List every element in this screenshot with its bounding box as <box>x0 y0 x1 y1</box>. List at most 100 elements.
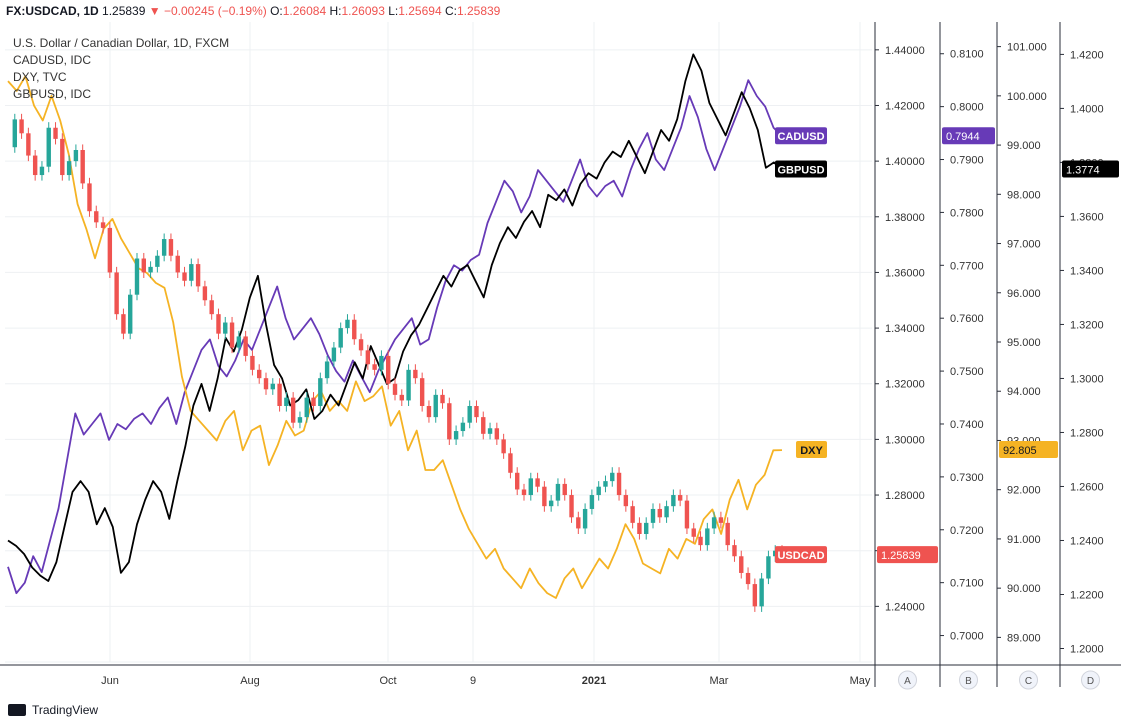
candle-body[interactable] <box>32 155 38 176</box>
candle-body[interactable] <box>358 339 364 351</box>
candle-body[interactable] <box>304 397 309 418</box>
candle-body[interactable] <box>175 255 180 273</box>
candle-body[interactable] <box>161 239 167 256</box>
candle-body[interactable] <box>352 319 357 340</box>
candle-body[interactable] <box>338 328 343 348</box>
candle-body[interactable] <box>107 227 113 273</box>
candle-body[interactable] <box>141 258 146 273</box>
candle-body[interactable] <box>691 528 696 537</box>
candle-body[interactable] <box>419 378 425 406</box>
candle-body[interactable] <box>80 150 85 184</box>
footer-brand[interactable]: TradingView <box>8 703 98 717</box>
candle-body[interactable] <box>392 383 398 395</box>
candle-body[interactable] <box>114 272 119 315</box>
candle-body[interactable] <box>290 397 296 423</box>
candle-body[interactable] <box>460 422 466 432</box>
candle-body[interactable] <box>297 417 303 423</box>
candle-body[interactable] <box>671 495 676 507</box>
candle-body[interactable] <box>257 369 262 379</box>
series-line-dxy[interactable] <box>7 75 783 599</box>
candle-body[interactable] <box>467 406 472 423</box>
candle-body[interactable] <box>202 286 208 301</box>
candle-body[interactable] <box>766 556 771 579</box>
candle-body[interactable] <box>26 133 31 156</box>
candle-body[interactable] <box>732 545 737 557</box>
candle-body[interactable] <box>311 397 316 406</box>
candle-body[interactable] <box>406 369 411 401</box>
candle-body[interactable] <box>684 500 690 529</box>
candle-body[interactable] <box>413 369 418 379</box>
candle-body[interactable] <box>481 417 486 434</box>
candle-body[interactable] <box>576 517 581 529</box>
candle-body[interactable] <box>739 556 744 573</box>
candle-body[interactable] <box>66 161 72 176</box>
scale-button-A[interactable] <box>898 670 917 690</box>
candle-body[interactable] <box>515 472 520 490</box>
candle-body[interactable] <box>521 489 527 496</box>
series-tag-cadusd[interactable] <box>775 127 827 145</box>
candle-body[interactable] <box>474 406 479 418</box>
candle-body[interactable] <box>603 481 608 487</box>
candle-body[interactable] <box>216 314 221 334</box>
candle-body[interactable] <box>650 508 656 523</box>
candle-body[interactable] <box>284 397 289 406</box>
scale-button-B[interactable] <box>959 670 978 690</box>
scale-button-D[interactable] <box>1081 670 1100 690</box>
candle-body[interactable] <box>243 336 248 356</box>
candle-body[interactable] <box>134 258 140 295</box>
candle-body[interactable] <box>508 453 513 473</box>
candle-body[interactable] <box>542 486 547 507</box>
candle-body[interactable] <box>494 428 500 440</box>
legend-main[interactable]: U.S. Dollar / Canadian Dollar, 1D, FXCM <box>13 36 230 50</box>
candle-body[interactable] <box>324 361 330 379</box>
candle-body[interactable] <box>168 239 174 256</box>
candle-body[interactable] <box>677 495 683 501</box>
candle-body[interactable] <box>236 336 242 348</box>
candle-body[interactable] <box>623 495 629 507</box>
candle-body[interactable] <box>759 578 764 607</box>
legend-cadusd[interactable]: CADUSD, IDC <box>13 53 92 67</box>
candle-body[interactable] <box>711 517 717 529</box>
symbol-label[interactable]: FX:USDCAD, 1D <box>6 4 99 18</box>
candle-body[interactable] <box>270 383 275 390</box>
candle-body[interactable] <box>440 394 445 404</box>
candle-body[interactable] <box>345 319 350 329</box>
candle-body[interactable] <box>39 166 45 176</box>
candle-body[interactable] <box>705 528 710 546</box>
price-chart[interactable]: 1.44000 1.42000 1.40000 1.38000 1.36000 1.340… <box>0 22 1121 702</box>
candle-body[interactable] <box>277 383 282 406</box>
legend-dxy[interactable]: DXY, TVC <box>13 70 67 84</box>
candle-body[interactable] <box>365 350 371 365</box>
candle-body[interactable] <box>100 222 106 228</box>
candle-body[interactable] <box>548 500 554 507</box>
candle-body[interactable] <box>698 536 703 546</box>
candle-body[interactable] <box>263 378 269 390</box>
candle-body[interactable] <box>447 403 452 440</box>
candle-body[interactable] <box>399 394 404 401</box>
candle-body[interactable] <box>528 478 533 496</box>
candle-body[interactable] <box>155 255 160 267</box>
candle-body[interactable] <box>94 211 99 223</box>
candle-body[interactable] <box>610 472 615 482</box>
candle-body[interactable] <box>195 264 201 287</box>
candle-body[interactable] <box>250 355 255 370</box>
candle-body[interactable] <box>128 294 133 334</box>
candle-body[interactable] <box>637 522 642 534</box>
candle-body[interactable] <box>644 522 649 534</box>
legend-gbpusd[interactable]: GBPUSD, IDC <box>13 87 92 101</box>
candle-body[interactable] <box>501 439 506 454</box>
candle-body[interactable] <box>426 406 432 418</box>
candle-body[interactable] <box>46 127 51 167</box>
scale-button-C[interactable] <box>1019 670 1038 690</box>
candle-body[interactable] <box>12 119 17 148</box>
candle-body[interactable] <box>331 347 337 362</box>
candle-body[interactable] <box>630 506 635 523</box>
candle-body[interactable] <box>386 355 391 384</box>
candle-body[interactable] <box>19 119 24 134</box>
candle-body[interactable] <box>73 150 79 162</box>
series-tag-gbpusd[interactable] <box>775 160 827 178</box>
candle-body[interactable] <box>433 394 438 418</box>
candle-body[interactable] <box>596 486 601 496</box>
candle-body[interactable] <box>582 508 588 529</box>
candle-body[interactable] <box>745 572 751 585</box>
